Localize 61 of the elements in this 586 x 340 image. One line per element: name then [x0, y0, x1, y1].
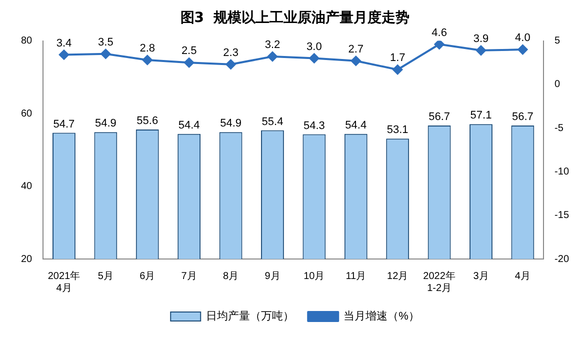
- data-label: 2.8: [140, 42, 156, 55]
- x-tick-label: 6月: [140, 270, 156, 282]
- data-label: 4.0: [515, 32, 530, 44]
- data-label: 3.4: [56, 37, 72, 50]
- point: [142, 55, 152, 65]
- data-label: 54.7: [53, 118, 75, 130]
- data-label: 54.3: [303, 120, 325, 132]
- data-label: 54.9: [220, 118, 242, 130]
- point: [392, 64, 403, 75]
- data-label: 1.7: [390, 52, 406, 64]
- data-label: 54.4: [345, 119, 367, 132]
- data-label: 56.7: [512, 111, 534, 124]
- point: [350, 56, 361, 66]
- y2-tick-label: 5: [554, 36, 561, 47]
- point: [58, 50, 69, 60]
- data-label: 56.7: [428, 111, 450, 124]
- point: [518, 44, 528, 55]
- x-tick-label: 4月: [514, 270, 530, 282]
- y-tick-label: 80: [21, 36, 33, 47]
- point: [434, 40, 444, 50]
- data-label: 54.9: [94, 118, 116, 130]
- x-tick-label: 11月: [346, 270, 366, 282]
- point: [309, 53, 320, 64]
- data-label: 3.5: [98, 36, 114, 48]
- point: [476, 45, 486, 56]
- y2-tick-label: -20: [554, 254, 570, 265]
- x-tick-label: 5月: [98, 270, 114, 282]
- data-label: 3.9: [473, 32, 489, 45]
- y-tick-label: 40: [21, 181, 33, 192]
- y-tick-label: 60: [21, 108, 33, 120]
- legend-label: 当月增速（%）: [344, 310, 420, 323]
- x-tick-label: 12月: [387, 270, 408, 282]
- point: [100, 48, 111, 59]
- x-tick-label: 7月: [181, 270, 197, 282]
- data-label: 53.1: [386, 124, 408, 136]
- y2-tick-label: -5: [554, 122, 564, 134]
- point: [226, 59, 236, 70]
- x-tick-label: 2022年 1-2月: [423, 270, 456, 294]
- data-label: 2.3: [223, 46, 238, 59]
- point: [267, 52, 278, 62]
- x-tick-label: 8月: [223, 270, 239, 282]
- legend-label: 日均产量（万吨）: [206, 310, 294, 323]
- data-label: 3.0: [306, 40, 322, 53]
- y2-tick-label: 0: [554, 79, 561, 90]
- data-label: 55.6: [136, 115, 158, 128]
- data-label: 57.1: [470, 110, 492, 122]
- x-tick-label: 2021年 4月: [48, 270, 80, 294]
- data-label: 54.4: [178, 119, 200, 132]
- data-label: 4.6: [432, 26, 447, 39]
- y2-tick-label: -10: [554, 166, 570, 178]
- point: [184, 58, 194, 68]
- data-label: 2.7: [348, 43, 364, 56]
- y2-tick-label: -15: [554, 210, 570, 222]
- data-label: 55.4: [262, 116, 284, 128]
- data-label: 2.5: [181, 45, 197, 58]
- data-label: 3.2: [264, 39, 280, 52]
- y-tick-label: 20: [21, 254, 33, 265]
- x-tick-label: 3月: [473, 270, 489, 282]
- x-tick-label: 9月: [264, 270, 280, 282]
- x-tick-label: 10月: [304, 270, 325, 282]
- chart-title: 图3 规模以上工业原油产量月度走势: [180, 9, 410, 26]
